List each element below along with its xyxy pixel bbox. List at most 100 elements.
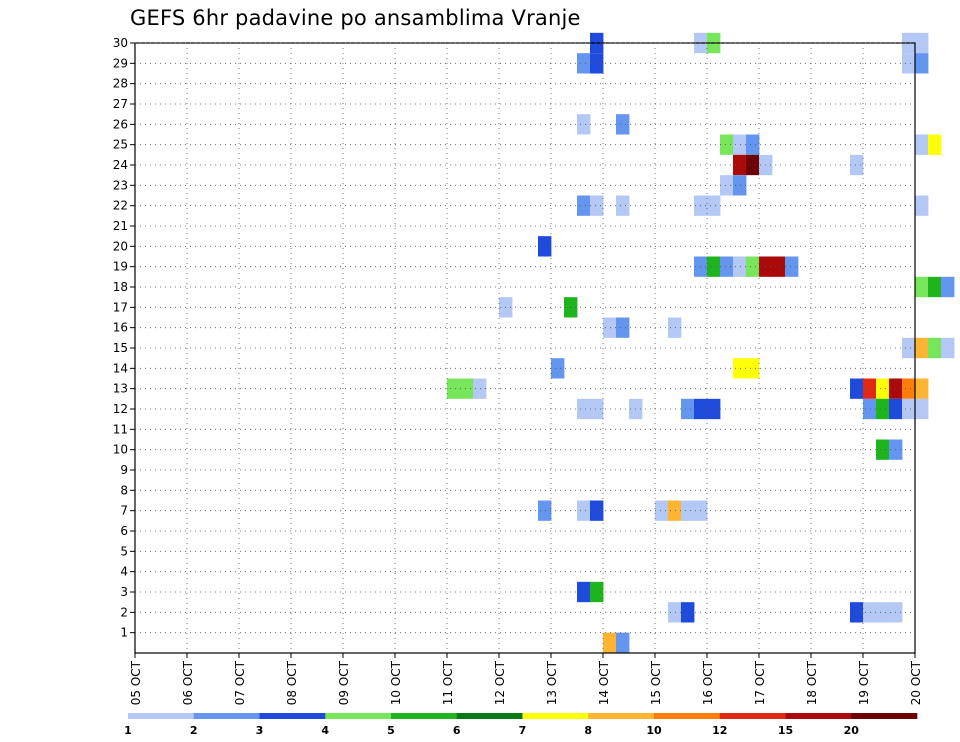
colorbar-swatch xyxy=(719,713,786,719)
colorbar-swatch xyxy=(851,713,918,719)
x-tick-label: 17 OCT xyxy=(753,660,767,705)
precip-cell xyxy=(590,53,604,74)
y-tick-label: 13 xyxy=(113,382,128,396)
precip-cell xyxy=(577,195,591,216)
precip-cell xyxy=(733,256,747,277)
precip-cell xyxy=(681,398,695,420)
precip-cell xyxy=(668,500,682,521)
precip-cell xyxy=(590,581,604,603)
colorbar-swatch xyxy=(522,713,589,719)
y-tick-label: 28 xyxy=(113,77,128,91)
colorbar-label: 12 xyxy=(712,724,727,737)
colorbar-swatch xyxy=(259,713,326,719)
x-tick-label: 20 OCT xyxy=(909,660,923,705)
precip-cell xyxy=(681,500,695,521)
precip-cell xyxy=(902,337,916,359)
precip-cell xyxy=(915,32,929,54)
precip-cell xyxy=(915,195,929,216)
precip-cell xyxy=(616,632,630,653)
x-tick-label: 05 OCT xyxy=(129,660,143,705)
precip-cell xyxy=(863,378,877,399)
precip-cell xyxy=(577,581,591,603)
x-tick-label: 18 OCT xyxy=(805,660,819,705)
precip-cell xyxy=(668,602,682,623)
y-tick-label: 14 xyxy=(113,361,128,375)
precip-cell xyxy=(447,378,461,399)
colorbar-label: 6 xyxy=(453,724,461,737)
y-tick-label: 26 xyxy=(113,117,128,131)
precip-cell xyxy=(577,500,591,521)
precip-cell xyxy=(915,398,929,420)
precip-cell xyxy=(616,317,630,338)
precip-cell xyxy=(785,256,799,277)
colorbar-label: 20 xyxy=(844,724,860,737)
precip-cell xyxy=(902,378,916,399)
colorbar-label: 7 xyxy=(519,724,527,737)
precip-cell xyxy=(590,398,604,420)
y-tick-label: 19 xyxy=(113,260,128,274)
precip-cell xyxy=(616,195,630,216)
colorbar-label: 5 xyxy=(387,724,395,737)
precip-cell xyxy=(616,114,630,135)
precip-cell xyxy=(915,337,929,359)
y-tick-label: 18 xyxy=(113,280,128,294)
colorbar-swatch xyxy=(193,713,260,719)
precip-cell xyxy=(681,602,695,623)
precip-cell xyxy=(941,337,955,359)
y-tick-label: 1 xyxy=(120,626,128,640)
precip-cell xyxy=(733,134,747,155)
colorbar-label: 4 xyxy=(321,724,329,737)
precip-cell xyxy=(850,154,864,176)
precip-cell xyxy=(941,276,955,298)
precip-cell xyxy=(915,276,929,298)
precip-cell xyxy=(720,175,734,196)
y-tick-label: 5 xyxy=(120,544,128,558)
precip-cell xyxy=(538,236,552,257)
precip-cell xyxy=(746,154,760,176)
x-tick-label: 14 OCT xyxy=(597,660,611,705)
colorbar-swatch xyxy=(654,713,721,719)
x-tick-label: 12 OCT xyxy=(493,660,507,705)
precip-cell xyxy=(915,378,929,399)
y-tick-label: 7 xyxy=(120,504,128,518)
precip-cell xyxy=(707,195,721,216)
precip-cell xyxy=(876,378,890,399)
y-tick-label: 27 xyxy=(113,97,128,111)
colorbar-swatch xyxy=(391,713,458,719)
precip-cell xyxy=(863,398,877,420)
precip-cell xyxy=(655,500,669,521)
precip-cell xyxy=(863,602,877,623)
precip-cell xyxy=(876,439,890,460)
y-tick-label: 22 xyxy=(113,199,128,213)
precip-cell xyxy=(876,602,890,623)
y-tick-label: 30 xyxy=(113,36,128,50)
precip-cell xyxy=(473,378,487,399)
precip-cell xyxy=(850,602,864,623)
x-tick-label: 06 OCT xyxy=(181,660,195,705)
precip-cell xyxy=(746,358,760,379)
colorbar-label: 2 xyxy=(190,724,198,737)
precip-cell xyxy=(746,134,760,155)
x-tick-label: 08 OCT xyxy=(285,660,299,705)
colorbar-swatch xyxy=(128,713,195,719)
x-tick-label: 19 OCT xyxy=(857,660,871,705)
precip-cell xyxy=(707,256,721,277)
precip-cell xyxy=(603,632,617,653)
y-tick-label: 29 xyxy=(113,56,128,70)
precip-cell xyxy=(577,114,591,135)
precip-cell xyxy=(902,398,916,420)
precip-cell xyxy=(902,53,916,74)
colorbar-swatch xyxy=(785,713,852,719)
y-tick-label: 11 xyxy=(113,422,128,436)
precip-cell xyxy=(733,358,747,379)
y-tick-label: 17 xyxy=(113,300,128,314)
precip-cell xyxy=(551,358,565,379)
precip-cell xyxy=(928,276,942,298)
precip-cell xyxy=(590,195,604,216)
precip-cell xyxy=(707,398,721,420)
colorbar-label: 15 xyxy=(778,724,793,737)
y-tick-label: 21 xyxy=(113,219,128,233)
y-tick-label: 20 xyxy=(113,239,128,253)
precip-cell xyxy=(876,398,890,420)
